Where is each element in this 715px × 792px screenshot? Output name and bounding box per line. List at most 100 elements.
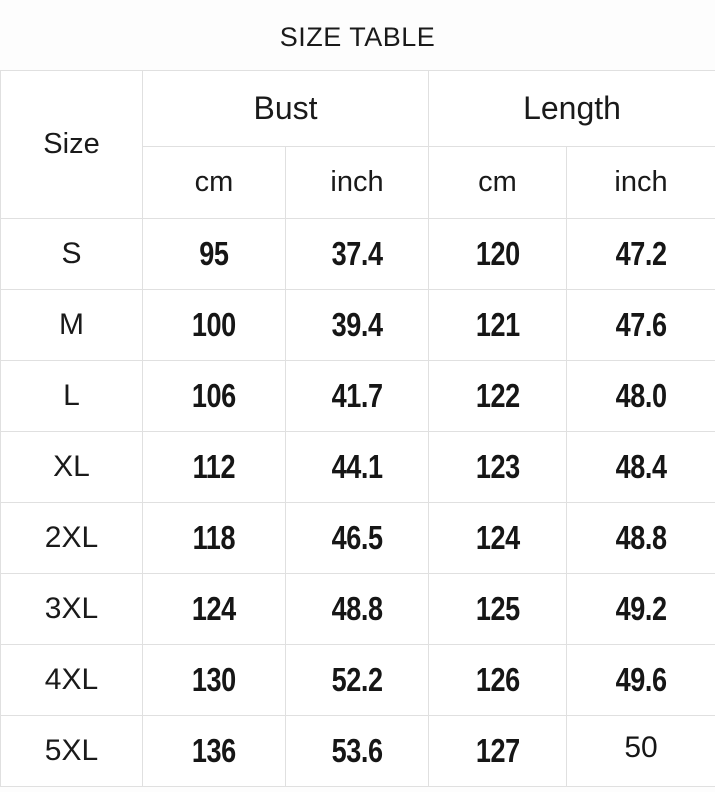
cell-bust-cm: 100 <box>142 289 286 361</box>
length-cm-value: 123 <box>475 448 520 485</box>
cell-bust-cm: 130 <box>142 644 286 716</box>
cell-bust-inch: 53.6 <box>285 715 429 787</box>
length-cm-value: 120 <box>475 235 520 272</box>
header-length-cm: cm <box>428 146 567 219</box>
cell-length-inch: 48.0 <box>566 360 715 432</box>
cell-length-cm: 127 <box>428 715 567 787</box>
header-group-length: Length <box>428 70 715 147</box>
length-inch-value: 48.4 <box>615 448 667 485</box>
cell-size: M <box>0 289 143 361</box>
table-row: L 106 41.7 122 48.0 <box>0 360 715 432</box>
length-inch-value: 48.8 <box>615 519 667 556</box>
table-row: S 95 37.4 120 47.2 <box>0 218 715 290</box>
length-inch-value: 47.2 <box>615 235 667 272</box>
cell-length-cm: 125 <box>428 573 567 645</box>
cell-bust-inch: 39.4 <box>285 289 429 361</box>
bust-cm-value: 124 <box>192 590 236 627</box>
cell-length-cm: 126 <box>428 644 567 716</box>
cell-size: 4XL <box>0 644 143 716</box>
table-row: M 100 39.4 121 47.6 <box>0 289 715 361</box>
cell-bust-cm: 112 <box>142 431 286 503</box>
cell-bust-inch: 52.2 <box>285 644 429 716</box>
cell-bust-inch: 46.5 <box>285 502 429 574</box>
size-value: XL <box>53 450 90 483</box>
length-inch-value: 48.0 <box>615 377 667 414</box>
size-value: 2XL <box>44 521 99 554</box>
table-body: S 95 37.4 120 47.2 M 100 39.4 121 47.6 L… <box>0 218 715 787</box>
size-value: S <box>61 237 82 270</box>
cell-size: L <box>0 360 143 432</box>
header-bust-cm: cm <box>142 146 286 219</box>
cell-length-cm: 121 <box>428 289 567 361</box>
length-cm-value: 125 <box>475 590 520 627</box>
bust-cm-value: 130 <box>192 661 236 698</box>
cell-length-inch: 50 <box>566 715 715 787</box>
table-row: 2XL 118 46.5 124 48.8 <box>0 502 715 574</box>
length-cm-value: 121 <box>475 306 520 343</box>
cell-size: S <box>0 218 143 290</box>
length-inch-value: 50 <box>624 731 658 764</box>
cell-length-inch: 48.8 <box>566 502 715 574</box>
size-value: 5XL <box>44 734 99 767</box>
bust-cm-value: 118 <box>192 519 236 556</box>
header-bust-inch: inch <box>285 146 429 219</box>
page-title: SIZE TABLE <box>279 22 436 52</box>
cell-length-inch: 47.6 <box>566 289 715 361</box>
table-row: 5XL 136 53.6 127 50 <box>0 715 715 787</box>
bust-inch-value: 53.6 <box>331 732 383 769</box>
length-cm-value: 124 <box>475 519 520 556</box>
bust-cm-value: 106 <box>192 377 236 414</box>
size-table: Size Bust Length cm inch cm inch S 95 37… <box>0 70 715 787</box>
cell-length-inch: 49.2 <box>566 573 715 645</box>
header-row-units: cm inch cm inch <box>1 146 715 219</box>
table-header: Size Bust Length cm inch cm inch <box>0 70 715 219</box>
bust-inch-value: 48.8 <box>331 590 383 627</box>
cell-length-inch: 49.6 <box>566 644 715 716</box>
length-cm-value: 127 <box>475 732 520 769</box>
header-size: Size <box>0 70 143 219</box>
size-value: L <box>63 379 80 412</box>
cell-size: 2XL <box>0 502 143 574</box>
cell-size: XL <box>0 431 143 503</box>
length-cm-value: 126 <box>475 661 520 698</box>
bust-inch-value: 44.1 <box>331 448 383 485</box>
size-value: 4XL <box>44 663 99 696</box>
cell-bust-inch: 41.7 <box>285 360 429 432</box>
bust-cm-value: 95 <box>199 235 229 272</box>
size-value: M <box>59 308 84 341</box>
bust-inch-value: 41.7 <box>331 377 383 414</box>
cell-length-inch: 47.2 <box>566 218 715 290</box>
cell-length-inch: 48.4 <box>566 431 715 503</box>
cell-bust-inch: 44.1 <box>285 431 429 503</box>
size-table-container: Size Bust Length cm inch cm inch S 95 37… <box>0 70 715 787</box>
cell-size: 5XL <box>0 715 143 787</box>
length-inch-value: 49.2 <box>615 590 667 627</box>
table-row: 4XL 130 52.2 126 49.6 <box>0 644 715 716</box>
cell-length-cm: 120 <box>428 218 567 290</box>
cell-bust-cm: 124 <box>142 573 286 645</box>
bust-inch-value: 39.4 <box>331 306 383 343</box>
bust-inch-value: 52.2 <box>331 661 383 698</box>
length-inch-value: 49.6 <box>615 661 667 698</box>
header-group-bust: Bust <box>142 70 429 147</box>
bust-inch-value: 37.4 <box>331 235 383 272</box>
size-value: 3XL <box>44 592 99 625</box>
bust-inch-value: 46.5 <box>331 519 383 556</box>
cell-bust-inch: 37.4 <box>285 218 429 290</box>
cell-length-cm: 124 <box>428 502 567 574</box>
cell-bust-cm: 106 <box>142 360 286 432</box>
table-row: XL 112 44.1 123 48.4 <box>0 431 715 503</box>
cell-bust-cm: 118 <box>142 502 286 574</box>
cell-length-cm: 122 <box>428 360 567 432</box>
cell-length-cm: 123 <box>428 431 567 503</box>
length-cm-value: 122 <box>475 377 520 414</box>
length-inch-value: 47.6 <box>615 306 667 343</box>
cell-bust-cm: 95 <box>142 218 286 290</box>
cell-bust-inch: 48.8 <box>285 573 429 645</box>
cell-size: 3XL <box>0 573 143 645</box>
bust-cm-value: 112 <box>192 448 236 485</box>
cell-bust-cm: 136 <box>142 715 286 787</box>
bust-cm-value: 136 <box>192 732 236 769</box>
header-length-inch: inch <box>566 146 715 219</box>
